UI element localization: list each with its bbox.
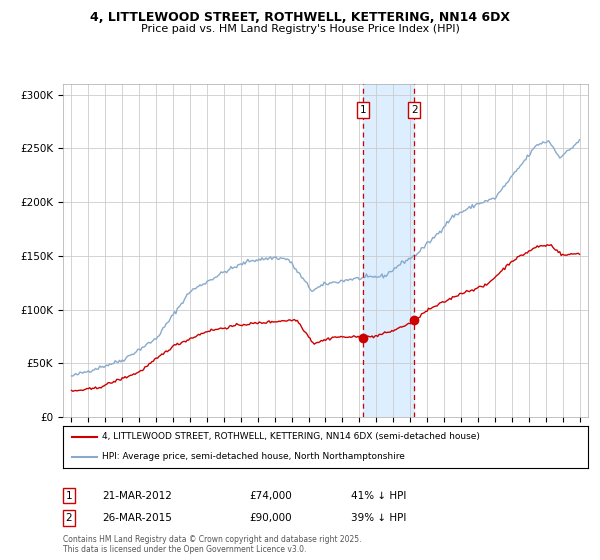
Text: 26-MAR-2015: 26-MAR-2015 — [102, 513, 172, 523]
Bar — [363, 84, 414, 417]
Text: £74,000: £74,000 — [249, 491, 292, 501]
Text: 21-MAR-2012: 21-MAR-2012 — [102, 491, 172, 501]
Text: Price paid vs. HM Land Registry's House Price Index (HPI): Price paid vs. HM Land Registry's House … — [140, 24, 460, 34]
Text: 4, LITTLEWOOD STREET, ROTHWELL, KETTERING, NN14 6DX: 4, LITTLEWOOD STREET, ROTHWELL, KETTERIN… — [90, 11, 510, 24]
Text: HPI: Average price, semi-detached house, North Northamptonshire: HPI: Average price, semi-detached house,… — [103, 452, 405, 461]
Text: 2: 2 — [411, 105, 418, 115]
Text: 41% ↓ HPI: 41% ↓ HPI — [351, 491, 406, 501]
Text: 1: 1 — [65, 491, 73, 501]
Text: £90,000: £90,000 — [249, 513, 292, 523]
Text: 2: 2 — [65, 513, 73, 523]
Text: 1: 1 — [360, 105, 367, 115]
Text: 39% ↓ HPI: 39% ↓ HPI — [351, 513, 406, 523]
Text: 4, LITTLEWOOD STREET, ROTHWELL, KETTERING, NN14 6DX (semi-detached house): 4, LITTLEWOOD STREET, ROTHWELL, KETTERIN… — [103, 432, 480, 441]
Text: Contains HM Land Registry data © Crown copyright and database right 2025.
This d: Contains HM Land Registry data © Crown c… — [63, 535, 361, 554]
